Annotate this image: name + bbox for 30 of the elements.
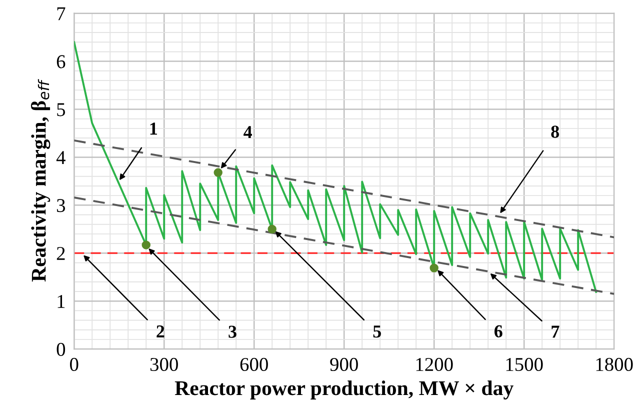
point bbox=[268, 224, 276, 234]
annotation: 8 bbox=[551, 126, 560, 138]
y-tick-label: 7 bbox=[57, 7, 66, 20]
y-tick-label: 3 bbox=[57, 199, 66, 212]
annotation: 3 bbox=[228, 326, 236, 338]
y-tick-label: 4 bbox=[56, 151, 66, 164]
annotation: 1 bbox=[150, 122, 157, 135]
annotation: 5 bbox=[373, 326, 381, 338]
y-tick-label: 1 bbox=[58, 294, 65, 308]
y-tick-label: 6 bbox=[56, 55, 66, 68]
x-axis-title: Reactor power production, MW × day bbox=[174, 380, 514, 400]
x-tick-label: 900 bbox=[330, 358, 358, 372]
y-tick-label: 2 bbox=[56, 246, 65, 260]
y-tick-label: 0 bbox=[56, 342, 66, 356]
point bbox=[214, 168, 222, 177]
point bbox=[430, 264, 438, 272]
x-tick-label: 300 bbox=[150, 358, 178, 372]
annotation: 7 bbox=[552, 326, 560, 338]
x-tick-label: 1800 bbox=[596, 358, 633, 372]
line-series bbox=[74, 41, 598, 293]
point bbox=[142, 240, 150, 250]
x-tick-label: 1200 bbox=[416, 358, 453, 372]
annotation: 2 bbox=[156, 325, 164, 338]
annotation: 4 bbox=[244, 126, 252, 138]
y-tick-label: 5 bbox=[57, 103, 66, 116]
y-axis-title: Reactivity margin, β$_{eff}$ bbox=[30, 79, 50, 282]
annotation: 6 bbox=[494, 325, 502, 338]
x-tick-label: 600 bbox=[240, 358, 268, 372]
x-tick-label: 1500 bbox=[506, 358, 543, 372]
x-tick-label: 0 bbox=[70, 358, 78, 372]
